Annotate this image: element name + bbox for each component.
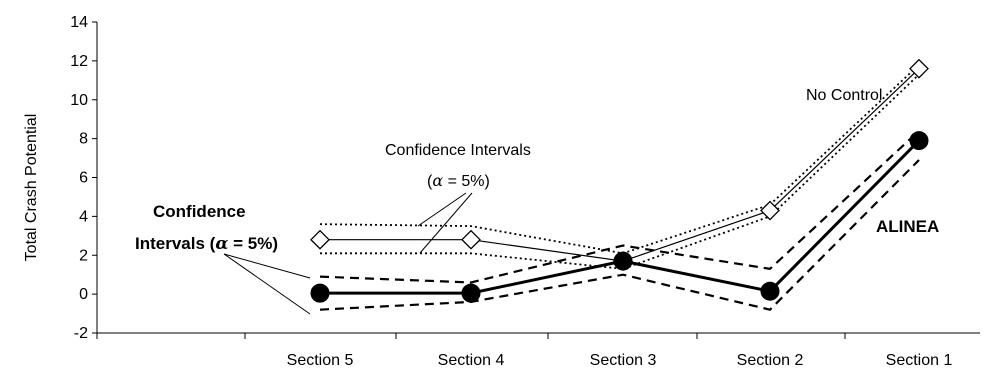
y-tick-label: 8 xyxy=(79,131,88,148)
ci-left-arrow-2 xyxy=(223,253,311,315)
ci-top-label-line2: (α = 5%) xyxy=(427,171,490,190)
x-tick-label: Section 2 xyxy=(737,352,804,369)
ci-left-alpha: α xyxy=(215,234,228,254)
y-tick-label: 2 xyxy=(79,247,88,264)
y-tick-label: 14 xyxy=(70,14,88,31)
y-tick-label: 4 xyxy=(79,208,88,225)
y-tick-label: 6 xyxy=(79,170,88,187)
alinea-marker xyxy=(613,251,633,271)
axes: -2 0 2 4 6 8 10 12 14 Section 5 Section 4 Section 3… xyxy=(23,14,980,369)
markers xyxy=(310,58,929,303)
ci-top-label-line1: Confidence Intervals xyxy=(385,142,531,159)
alinea-marker xyxy=(760,281,780,301)
alinea-line xyxy=(320,139,921,295)
no-control-marker xyxy=(909,58,929,79)
ci-left-start: Intervals ( xyxy=(135,234,216,253)
alinea-marker xyxy=(909,131,929,151)
alinea-marker xyxy=(310,283,330,303)
ci-top-alpha: α xyxy=(432,171,443,190)
ci-left-arrow-1 xyxy=(223,253,311,279)
alinea-ci-lower xyxy=(319,159,920,311)
x-tick-label: Section 1 xyxy=(886,352,953,369)
y-tick-label: 0 xyxy=(79,286,88,303)
ci-left-label-line1: Confidence xyxy=(153,202,246,221)
no-control-ci-lower xyxy=(320,73,920,270)
ci-top-open-paren: ( xyxy=(427,173,433,190)
ci-left-rest: = 5%) xyxy=(228,234,278,253)
x-tick-label: Section 3 xyxy=(590,352,657,369)
y-tick-label: -2 xyxy=(74,325,88,342)
ci-left-label-line2: Intervals (α = 5%) xyxy=(135,234,278,254)
no-control-label: No Control xyxy=(806,87,882,104)
alinea-marker xyxy=(461,283,481,303)
no-control-marker xyxy=(461,229,481,250)
alinea-label: ALINEA xyxy=(876,217,939,236)
callout-arrows xyxy=(223,192,473,315)
x-tick-label: Section 5 xyxy=(287,352,354,369)
ci-top-rest: = 5%) xyxy=(443,173,490,190)
alinea-ci-upper xyxy=(319,130,920,284)
x-tick-label: Section 4 xyxy=(438,352,505,369)
ci-top-arrow-2 xyxy=(419,192,473,254)
y-tick-label: 10 xyxy=(70,92,88,109)
annotations: No Control ALINEA Confidence Intervals (… xyxy=(135,87,939,315)
y-tick-label: 12 xyxy=(70,53,88,70)
no-control-marker xyxy=(760,200,780,221)
ci-top-arrow-1 xyxy=(417,192,467,227)
no-control-marker xyxy=(310,229,330,250)
y-axis-title: Total Crash Potential xyxy=(23,114,40,262)
